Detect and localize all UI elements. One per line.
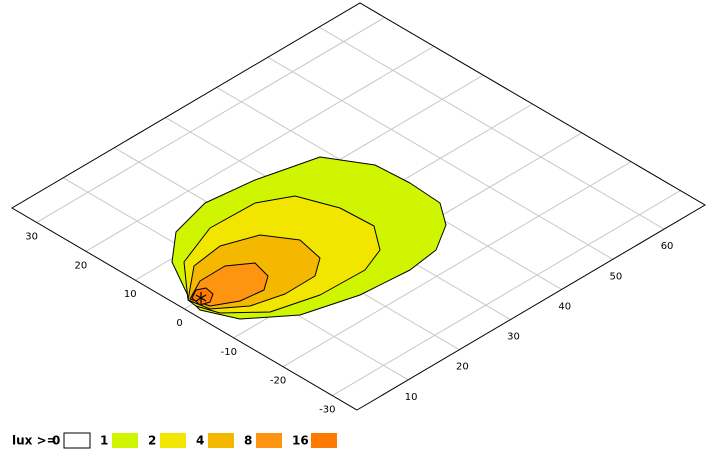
x-tick-label: 30 (507, 332, 520, 343)
y-tick-label: -10 (221, 347, 237, 358)
y-tick-label: -20 (270, 376, 286, 387)
legend-label: 16 (292, 434, 309, 448)
y-tick-label: 10 (124, 289, 137, 300)
legend-swatch (208, 433, 234, 448)
legend-label: 4 (196, 434, 204, 448)
y-tick-label: -30 (319, 405, 335, 416)
legend-label: 2 (148, 434, 156, 448)
x-tick-label: 50 (610, 271, 623, 282)
plane-border (11, 2, 706, 411)
y-tick-label: 30 (25, 231, 38, 242)
x-tick-label: 10 (405, 392, 418, 403)
legend-swatch (160, 433, 186, 448)
legend-swatch (63, 432, 91, 449)
y-tick-label: 20 (75, 260, 88, 271)
grid-line (85, 45, 435, 252)
x-tick-label: 20 (456, 362, 469, 373)
legend-title: lux >= (12, 434, 57, 448)
legend-swatch (256, 433, 282, 448)
grid-line (282, 161, 632, 368)
grid-line (36, 16, 385, 223)
legend-swatch (311, 433, 337, 448)
legend-label: 0 (52, 434, 60, 448)
legend-swatch (112, 433, 138, 448)
source-marker (195, 294, 207, 302)
x-tick-label: 60 (661, 241, 674, 252)
legend-label: 1 (100, 434, 108, 448)
legend-label: 8 (244, 434, 252, 448)
y-tick-label: 0 (176, 318, 182, 329)
grid-line (332, 190, 681, 397)
x-tick-label: 40 (558, 301, 571, 312)
